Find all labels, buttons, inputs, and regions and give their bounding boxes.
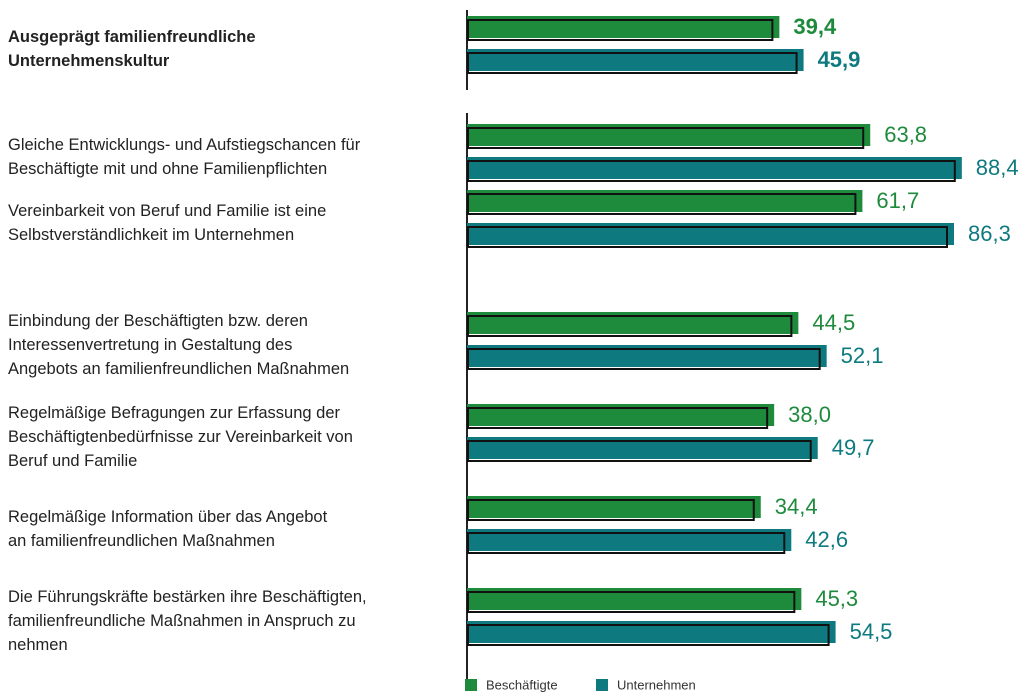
bar xyxy=(467,190,863,212)
bar-outline xyxy=(467,127,865,149)
bar xyxy=(467,223,954,245)
value-label: 44,5 xyxy=(812,310,855,335)
bar xyxy=(467,16,780,38)
value-label: 42,6 xyxy=(805,527,848,552)
bar xyxy=(467,124,871,146)
value-label: 88,4 xyxy=(976,155,1019,180)
category-label: Die Führungskräfte bestärken ihre Beschä… xyxy=(8,587,367,654)
bar-outline xyxy=(467,193,857,215)
category-label: Ausgeprägt familienfreundliche Unternehm… xyxy=(8,27,256,70)
bar-outline xyxy=(467,440,812,462)
bar-outline xyxy=(467,348,821,370)
bar-outline xyxy=(467,591,796,613)
bar xyxy=(467,529,792,551)
bar-outline xyxy=(467,226,948,248)
value-label: 54,5 xyxy=(850,619,893,644)
bar xyxy=(467,157,962,179)
value-label: 61,7 xyxy=(876,188,919,213)
bar-outline xyxy=(467,499,755,521)
bar-outline xyxy=(467,19,774,41)
category-label: Vereinbarkeit von Beruf und Familie ist … xyxy=(8,201,327,244)
value-label: 45,3 xyxy=(815,586,858,611)
value-label: 38,0 xyxy=(788,402,831,427)
bar-outline xyxy=(467,407,769,429)
value-label: 63,8 xyxy=(884,122,927,147)
legend-swatch xyxy=(596,679,608,691)
category-label: Gleiche Entwicklungs- und Aufstiegschanc… xyxy=(8,135,361,178)
bar-outline xyxy=(467,532,786,554)
legend-label: Beschäftigte xyxy=(486,677,558,692)
bar xyxy=(467,437,818,459)
bar xyxy=(467,621,836,643)
legend-swatch xyxy=(465,679,477,691)
legend-label: Unternehmen xyxy=(617,677,696,692)
value-label: 49,7 xyxy=(832,435,875,460)
value-label: 34,4 xyxy=(775,494,818,519)
bar-outline xyxy=(467,52,798,74)
bar-outline xyxy=(467,624,830,646)
bar xyxy=(467,312,799,334)
bar xyxy=(467,496,761,518)
value-label: 45,9 xyxy=(818,47,861,72)
bar-outline xyxy=(467,315,793,337)
bar xyxy=(467,404,775,426)
bar-outline xyxy=(467,160,956,182)
category-label: Regelmäßige Befragungen zur Erfassung de… xyxy=(8,403,353,470)
bar xyxy=(467,588,802,610)
value-label: 39,4 xyxy=(793,14,837,39)
value-label: 52,1 xyxy=(841,343,884,368)
value-label: 86,3 xyxy=(968,221,1011,246)
bar xyxy=(467,49,804,71)
category-label: Einbindung der Beschäftigten bzw. deren … xyxy=(8,311,350,378)
category-label: Regelmäßige Information über das Angebot… xyxy=(8,507,328,550)
bar xyxy=(467,345,827,367)
